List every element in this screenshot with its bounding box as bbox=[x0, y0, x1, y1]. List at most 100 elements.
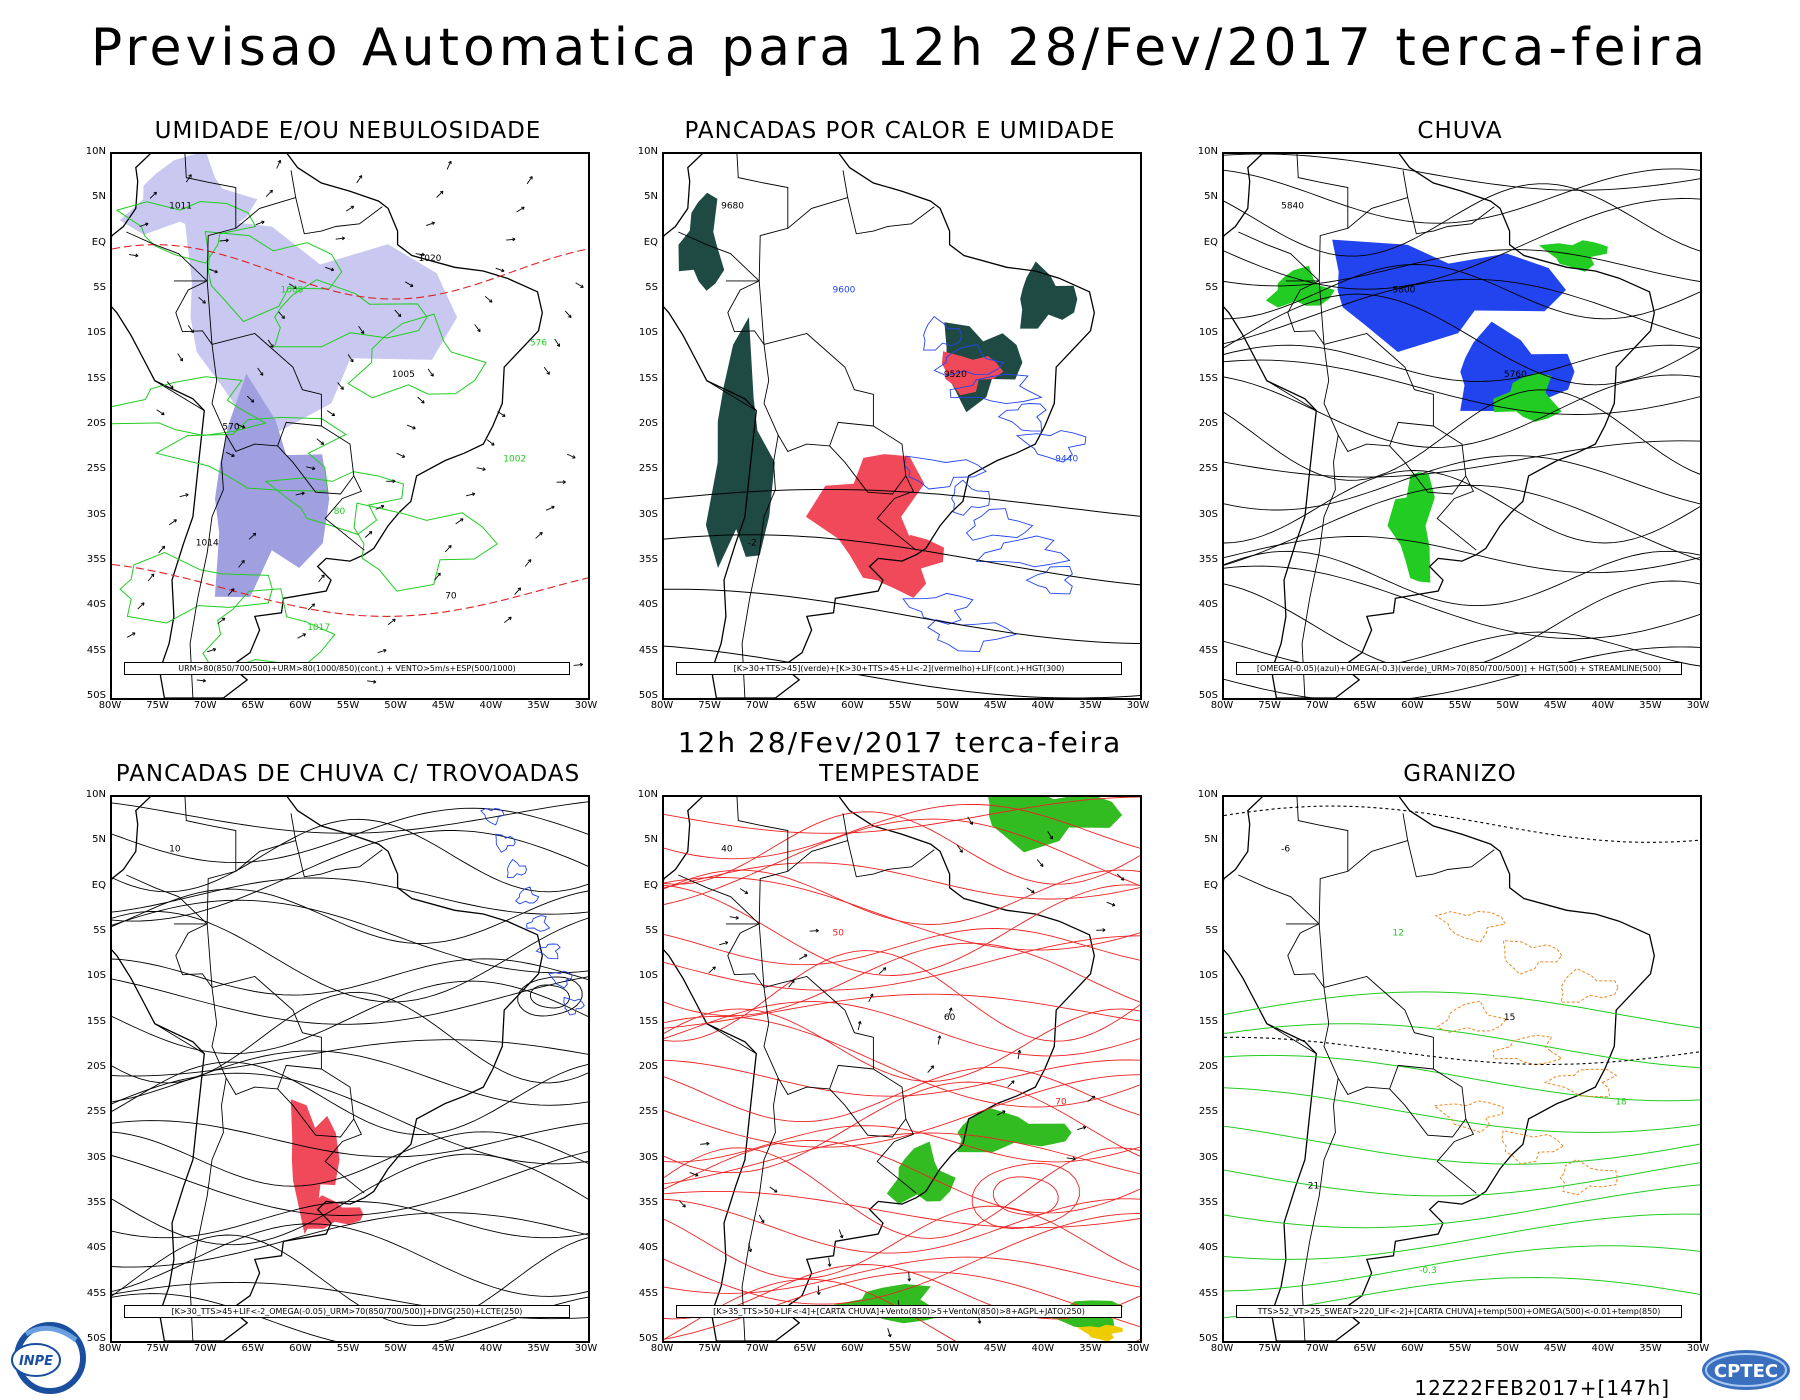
contour-label: 1008 bbox=[281, 286, 304, 296]
lat-tick: 20S bbox=[1198, 1061, 1218, 1072]
lon-tick: 60W bbox=[1401, 1343, 1424, 1354]
lat-tick: 35S bbox=[86, 1197, 106, 1208]
contour-label: 80 bbox=[334, 507, 346, 517]
lon-tick: 45W bbox=[983, 700, 1007, 711]
contour-label: 1002 bbox=[503, 454, 526, 464]
lat-tick: 35S bbox=[638, 1197, 658, 1208]
run-info: 12Z22FEB2017+[147h] bbox=[1414, 1376, 1670, 1400]
lon-tick: 55W bbox=[1448, 700, 1472, 711]
legend-chuva: [OMEGA(-0.05)(azul)+OMEGA(-0.3)(verde)_U… bbox=[1236, 662, 1682, 675]
lat-tick: EQ bbox=[643, 236, 658, 248]
lat-tick: 25S bbox=[638, 1106, 658, 1118]
lat-tick: 10N bbox=[1197, 789, 1218, 800]
lat-tick: 5S bbox=[1205, 925, 1218, 936]
lat-tick: 20S bbox=[638, 418, 658, 429]
lon-tick: 30W bbox=[1126, 700, 1150, 711]
lon-tick: 70W bbox=[1305, 700, 1329, 711]
lat-tick: 45S bbox=[1198, 644, 1218, 656]
cptec-logo-text: CPTEC bbox=[1714, 1361, 1778, 1382]
contour-label: -6 bbox=[1281, 844, 1290, 854]
lon-tick: 75W bbox=[146, 1343, 169, 1354]
lat-tick: 35S bbox=[1198, 554, 1218, 565]
contour-label: 1020 bbox=[419, 254, 442, 264]
lon-tick: 30W bbox=[1686, 700, 1710, 711]
legend-tempestade: [K>35_TTS>50+LIF<-4]+[CARTA CHUVA]+Vento… bbox=[676, 1305, 1122, 1318]
contour-label: 570 bbox=[222, 423, 239, 433]
contour-label: 9600 bbox=[833, 286, 856, 296]
lat-tick: 40S bbox=[1198, 1242, 1218, 1254]
lat-tick: 45S bbox=[86, 644, 106, 656]
lon-tick: 55W bbox=[336, 700, 360, 711]
lon-tick: 65W bbox=[793, 700, 817, 711]
map-panel-pancadas-calor: 9680 9600 9520 9440 -2 bbox=[662, 152, 1142, 700]
rain-area-green bbox=[1265, 265, 1335, 308]
lon-tick: 40W bbox=[1591, 1343, 1615, 1354]
lon-tick: 35W bbox=[1079, 1343, 1102, 1354]
lon-tick: 60W bbox=[841, 1343, 864, 1354]
map-canvas-pancadas-trovoadas: 10 bbox=[112, 797, 588, 1341]
humidity-area-nw bbox=[119, 154, 258, 235]
panel-title-tempestade: TEMPESTADE bbox=[819, 761, 981, 787]
lat-tick: 45S bbox=[638, 1287, 658, 1299]
lat-tick: 50S bbox=[638, 690, 658, 701]
lon-tick: 55W bbox=[888, 1343, 912, 1354]
lat-tick: 50S bbox=[86, 690, 106, 701]
lat-tick: 45S bbox=[86, 1287, 106, 1299]
lat-tick: 5N bbox=[1204, 834, 1218, 846]
lat-tick: 40S bbox=[86, 599, 106, 611]
lon-tick: 65W bbox=[241, 1343, 265, 1354]
map-canvas-tempestade: 40 50 60 70 bbox=[664, 797, 1140, 1341]
storm-area-north bbox=[988, 797, 1123, 853]
lon-tick: 35W bbox=[1639, 1343, 1662, 1354]
thunderstorm-area bbox=[290, 1099, 340, 1235]
lon-tick: 45W bbox=[431, 1343, 455, 1354]
lat-tick: 15S bbox=[1198, 1015, 1218, 1027]
lat-tick: 30S bbox=[86, 1151, 106, 1163]
map-canvas-granizo: -6 12 15 18 21 -0.3 bbox=[1224, 797, 1700, 1341]
lat-tick: 5N bbox=[92, 191, 106, 203]
map-canvas-pancadas-calor: 9680 9600 9520 9440 -2 bbox=[664, 154, 1140, 698]
legend-pancadas-calor: [K>30+TTS>45](verde)+[K>30+TTS>45+LI<-2]… bbox=[676, 662, 1122, 675]
inpe-logo: INPE bbox=[11, 1322, 86, 1394]
lat-tick: 20S bbox=[1198, 418, 1218, 429]
lat-tick: 45S bbox=[1198, 1287, 1218, 1299]
contour-label: 15 bbox=[1504, 1013, 1515, 1023]
lat-tick: EQ bbox=[1203, 236, 1218, 248]
contour-label: 10 bbox=[169, 844, 181, 854]
lat-tick: 5S bbox=[645, 282, 658, 293]
contour-label: -2 bbox=[748, 539, 757, 549]
lon-tick: 80W bbox=[1210, 1343, 1234, 1354]
lat-tick: 40S bbox=[86, 1242, 106, 1254]
lat-tick: 40S bbox=[1198, 599, 1218, 611]
contour-label: 21 bbox=[1308, 1182, 1319, 1192]
lon-tick: 60W bbox=[1401, 700, 1424, 711]
lat-tick: 5S bbox=[93, 282, 106, 293]
contour-label: 9520 bbox=[944, 370, 967, 380]
panel-title-pancadas-trovoadas: PANCADAS DE CHUVA C/ TROVOADAS bbox=[115, 761, 581, 787]
lat-tick: 15S bbox=[638, 372, 658, 384]
contour-label: 5800 bbox=[1393, 286, 1416, 296]
contour-label: 5840 bbox=[1281, 201, 1304, 211]
cptec-logo: CPTEC bbox=[1702, 1350, 1790, 1390]
lat-tick: 5S bbox=[93, 925, 106, 936]
lon-tick: 30W bbox=[1126, 1343, 1150, 1354]
rain-area-blue bbox=[1332, 239, 1566, 352]
lat-tick: 10S bbox=[86, 970, 106, 982]
lat-tick: 30S bbox=[638, 508, 658, 520]
mid-title: 12h 28/Fev/2017 terca-feira bbox=[677, 726, 1123, 759]
lon-tick: 75W bbox=[146, 700, 169, 711]
map-panel-tempestade: 40 50 60 70 bbox=[662, 795, 1142, 1343]
lon-tick: 40W bbox=[1031, 700, 1055, 711]
lat-tick: 50S bbox=[86, 1333, 106, 1344]
lat-tick: 30S bbox=[638, 1151, 658, 1163]
lon-tick: 75W bbox=[698, 700, 721, 711]
lat-tick: 30S bbox=[86, 508, 106, 520]
lon-tick: 65W bbox=[1353, 700, 1377, 711]
map-panel-pancadas-trovoadas: 10 bbox=[110, 795, 590, 1343]
lat-tick: 15S bbox=[86, 1015, 106, 1027]
lat-tick: 10N bbox=[637, 789, 658, 800]
lon-tick: 75W bbox=[698, 1343, 721, 1354]
lat-tick: EQ bbox=[643, 879, 658, 891]
lon-tick: 50W bbox=[384, 700, 407, 711]
lat-tick: EQ bbox=[91, 879, 106, 891]
